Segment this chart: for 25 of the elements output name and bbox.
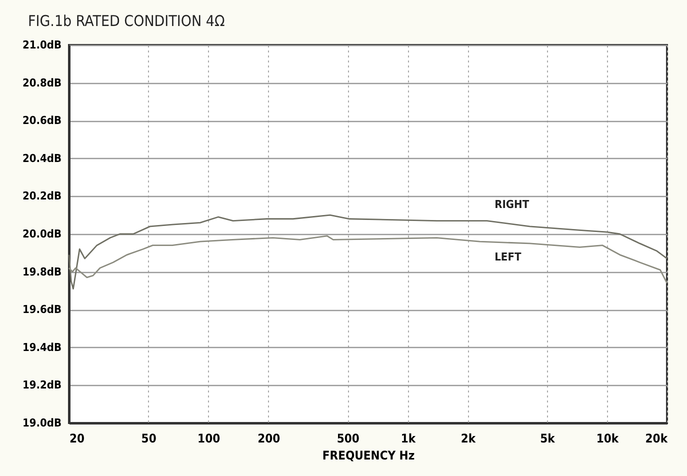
x-tick-label: 200 — [258, 432, 280, 446]
y-tick-label: 20.0dB — [22, 228, 62, 240]
y-tick-label: 20.6dB — [22, 114, 62, 128]
y-tick-label: 20.8dB — [22, 76, 62, 90]
y-tick-label: 20.2dB — [22, 190, 62, 203]
chart-title: FIG.1b RATED CONDITION 4Ω — [28, 12, 225, 30]
x-tick-label: 10k — [596, 432, 620, 446]
x-tick-label: 5k — [540, 432, 556, 446]
y-tick-label: 19.0dB — [22, 416, 62, 430]
y-tick-label: 19.4dB — [22, 340, 62, 354]
x-tick-label: 20k — [645, 432, 668, 446]
x-axis-title: FREQUENCY Hz — [322, 448, 415, 462]
y-tick-label: 19.6dB — [22, 303, 62, 316]
y-tick-label: 21.0dB — [22, 38, 62, 52]
x-tick-label: 2k — [460, 432, 476, 446]
x-tick-label: 50 — [141, 432, 156, 446]
x-tick-label: 1k — [400, 432, 416, 446]
y-tick-label: 19.2dB — [22, 378, 62, 392]
x-tick-label: 500 — [336, 432, 360, 446]
series-label: LEFT — [494, 250, 522, 264]
y-tick-label: 20.4dB — [22, 152, 62, 165]
series-label: RIGHT — [494, 198, 530, 211]
x-tick-label: 20 — [70, 432, 85, 446]
x-tick-label: 100 — [198, 432, 220, 446]
y-tick-label: 19.8dB — [22, 265, 62, 278]
